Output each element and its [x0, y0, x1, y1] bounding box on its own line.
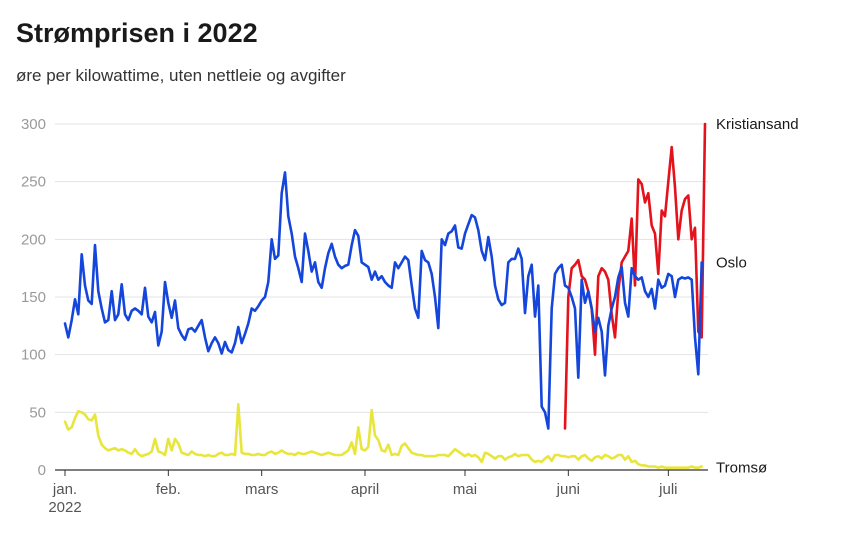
y-tick-label: 100 — [21, 347, 46, 364]
y-tick-label: 200 — [21, 231, 46, 248]
y-tick-label: 50 — [29, 404, 46, 421]
y-tick-label: 250 — [21, 174, 46, 191]
chart-subtitle: øre per kilowattime, uten nettleie og av… — [16, 66, 346, 85]
series-line-tromsø — [63, 403, 703, 469]
y-tick-label: 0 — [38, 462, 46, 479]
series-line-oslo — [63, 171, 703, 430]
x-tick-label: juni — [556, 481, 580, 498]
y-tick-label: 150 — [21, 289, 46, 306]
series-labels: Kristiansand Oslo Tromsø — [716, 116, 799, 477]
x-tick-year-label: 2022 — [48, 499, 81, 516]
chart-title: Strømprisen i 2022 — [16, 18, 258, 48]
x-tick-label: juli — [658, 481, 677, 498]
y-tick-label: 300 — [21, 116, 46, 133]
x-tick-label: april — [351, 481, 379, 498]
x-tick-label: feb. — [156, 481, 181, 498]
series-label-oslo: Oslo — [716, 254, 747, 271]
x-tick-label: mai — [453, 481, 477, 498]
x-tick-label: mars — [245, 481, 278, 498]
series-label-kristiansand: Kristiansand — [716, 116, 799, 133]
series-label-tromsø: Tromsø — [716, 460, 767, 477]
x-axis: jan.2022 feb. mars april mai juni juli — [48, 469, 708, 516]
gridlines — [55, 123, 708, 413]
y-axis-ticks: 0 50 100 150 200 250 300 — [21, 116, 46, 479]
x-tick-label: jan. — [52, 481, 77, 498]
series-lines — [63, 122, 707, 469]
